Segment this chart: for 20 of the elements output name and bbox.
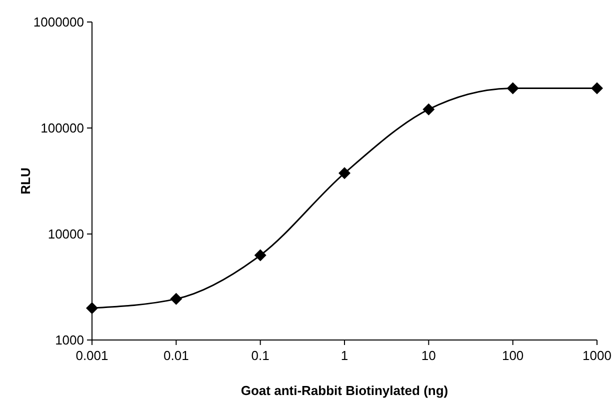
y-tick-label: 1000000 bbox=[33, 14, 84, 30]
y-tick-label: 100000 bbox=[40, 120, 84, 136]
x-tick-label: 1 bbox=[340, 348, 348, 363]
point bbox=[254, 249, 266, 262]
point bbox=[591, 82, 603, 94]
x-tick-label: 1000 bbox=[582, 348, 612, 363]
point bbox=[338, 167, 350, 180]
x-axis-title: Goat anti-Rabbit Biotinylated (ng) bbox=[240, 383, 448, 398]
x-tick-label: 0.001 bbox=[76, 348, 108, 363]
point bbox=[422, 103, 435, 116]
point bbox=[506, 82, 519, 94]
y-tick-label: 10000 bbox=[48, 226, 84, 242]
y-tick-label: 1000 bbox=[55, 332, 84, 348]
x-tick-label: 100 bbox=[502, 348, 524, 363]
x-tick-label: 0.01 bbox=[164, 348, 189, 363]
x-tick-label: 0.1 bbox=[251, 348, 270, 363]
point bbox=[86, 302, 98, 314]
y-axis-title: RLU bbox=[18, 168, 33, 194]
x-tick-label: 10 bbox=[421, 348, 436, 363]
point bbox=[170, 292, 182, 305]
